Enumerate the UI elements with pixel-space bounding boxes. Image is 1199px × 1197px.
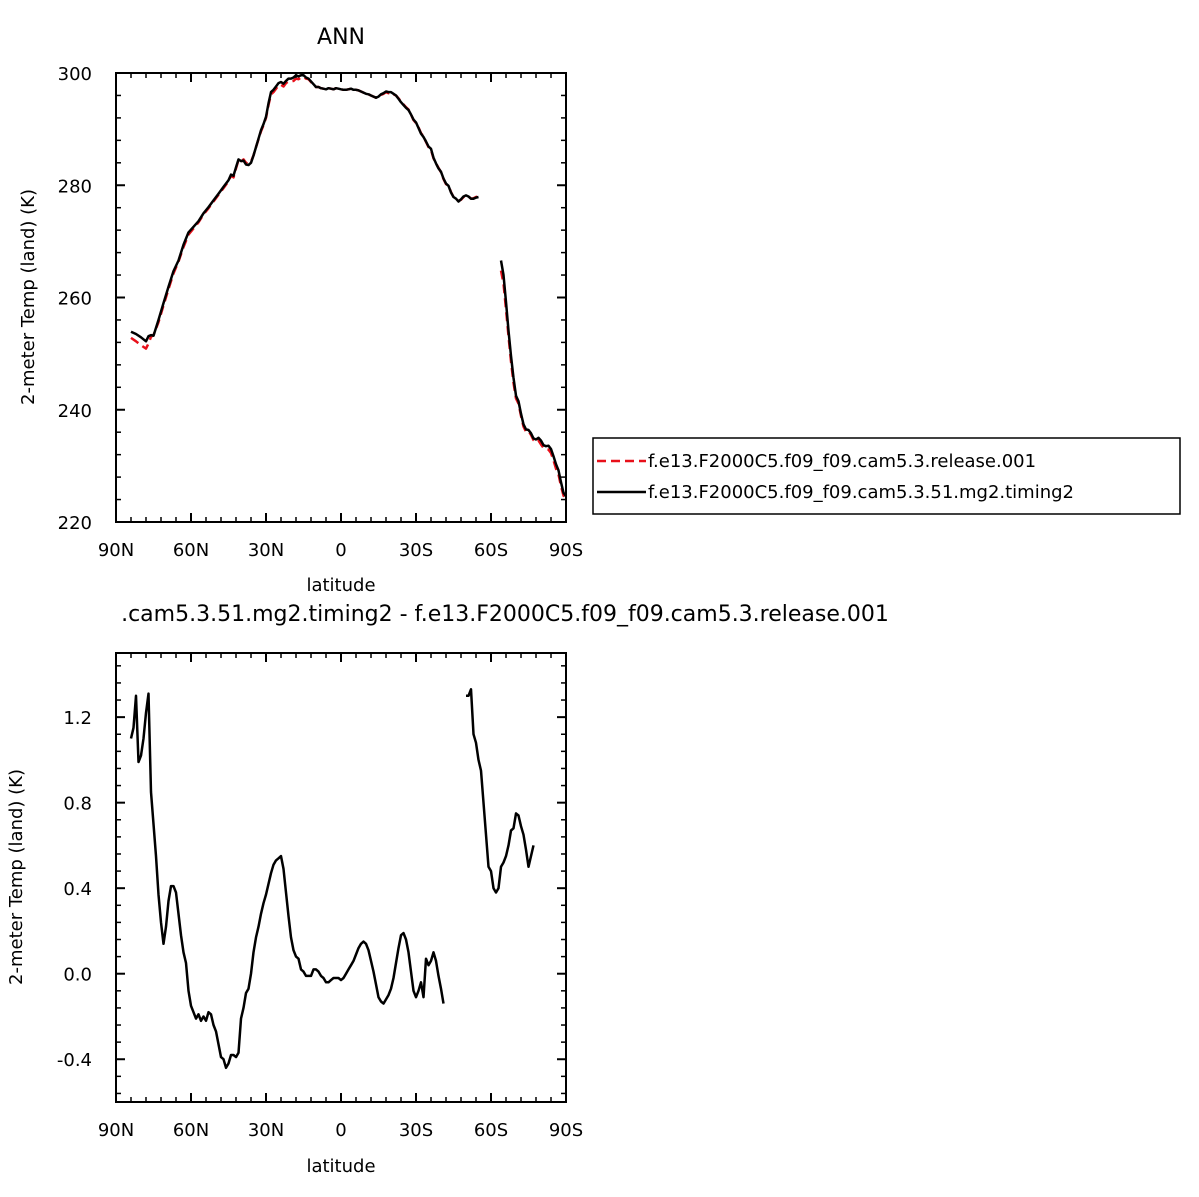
y-tick-label: 1.2 <box>63 708 92 729</box>
x-tick-label: 90N <box>98 1120 134 1141</box>
axis-ticks: 90N 60N 30N 0 30S 60S 90S 220 240 260 280 300 <box>58 64 584 561</box>
chart-title: ANN <box>317 25 365 50</box>
legend: f.e13.F2000C5.f09_f09.cam5.3.release.001… <box>592 437 1181 515</box>
legend-box <box>592 437 1181 515</box>
legend-label-timing2: f.e13.F2000C5.f09_f09.cam5.3.51.mg2.timi… <box>648 482 1074 503</box>
y-tick-label: 0.0 <box>63 965 92 986</box>
x-tick-label: 60S <box>474 1120 508 1141</box>
y-tick-label: 0.8 <box>63 794 92 815</box>
y-tick-label: 0.4 <box>63 879 92 900</box>
x-tick-label: 30S <box>399 540 433 561</box>
y-tick-label: 280 <box>58 176 92 197</box>
y-axis-label: 2-meter Temp (land) (K) <box>6 769 27 985</box>
y-tick-label: 260 <box>58 289 92 310</box>
x-tick-label: 0 <box>335 1120 346 1141</box>
series-line-0-seg-0 <box>129 692 445 1070</box>
x-tick-label: 60N <box>173 1120 209 1141</box>
x-tick-label: 60N <box>173 540 209 561</box>
x-axis-label: latitude <box>306 1156 375 1177</box>
x-tick-label: 60S <box>474 540 508 561</box>
axis-ticks: 90N 60N 30N 0 30S 60S 90S -0.4 0.0 0.4 0.8 1.2 <box>57 653 583 1141</box>
chart-panel-bottom: .cam5.3.51.mg2.timing2 - f.e13.F2000C5.f… <box>6 602 889 1177</box>
plot-frame <box>115 652 567 1103</box>
x-tick-label: 30N <box>248 1120 284 1141</box>
series-line-0-seg-1 <box>466 688 535 894</box>
x-tick-label: 0 <box>335 540 346 561</box>
legend-label-release: f.e13.F2000C5.f09_f09.cam5.3.release.001 <box>648 451 1036 472</box>
plot-frame <box>115 72 567 523</box>
series-line-1-seg-0 <box>130 73 479 343</box>
x-tick-label: 90S <box>549 1120 583 1141</box>
x-tick-label: 30S <box>399 1120 433 1141</box>
chart-panel-top: ANN 90N 60N 30N 0 30S 60S 90S 220 240 260 280 300 l… <box>18 25 1181 596</box>
y-tick-label: 220 <box>58 513 92 534</box>
series-line-0-seg-0 <box>130 75 479 350</box>
y-tick-label: 300 <box>58 64 92 85</box>
y-tick-label: 240 <box>58 401 92 422</box>
x-tick-label: 90N <box>98 540 134 561</box>
y-axis-label: 2-meter Temp (land) (K) <box>18 189 39 405</box>
y-tick-label: -0.4 <box>57 1050 92 1071</box>
series-lines <box>129 688 535 1070</box>
x-axis-label: latitude <box>306 575 375 596</box>
difference-chart-title: .cam5.3.51.mg2.timing2 - f.e13.F2000C5.f… <box>121 602 889 627</box>
series-lines <box>130 73 568 501</box>
x-tick-label: 30N <box>248 540 284 561</box>
series-line-1-seg-1 <box>499 260 568 497</box>
x-tick-label: 90S <box>549 540 583 561</box>
